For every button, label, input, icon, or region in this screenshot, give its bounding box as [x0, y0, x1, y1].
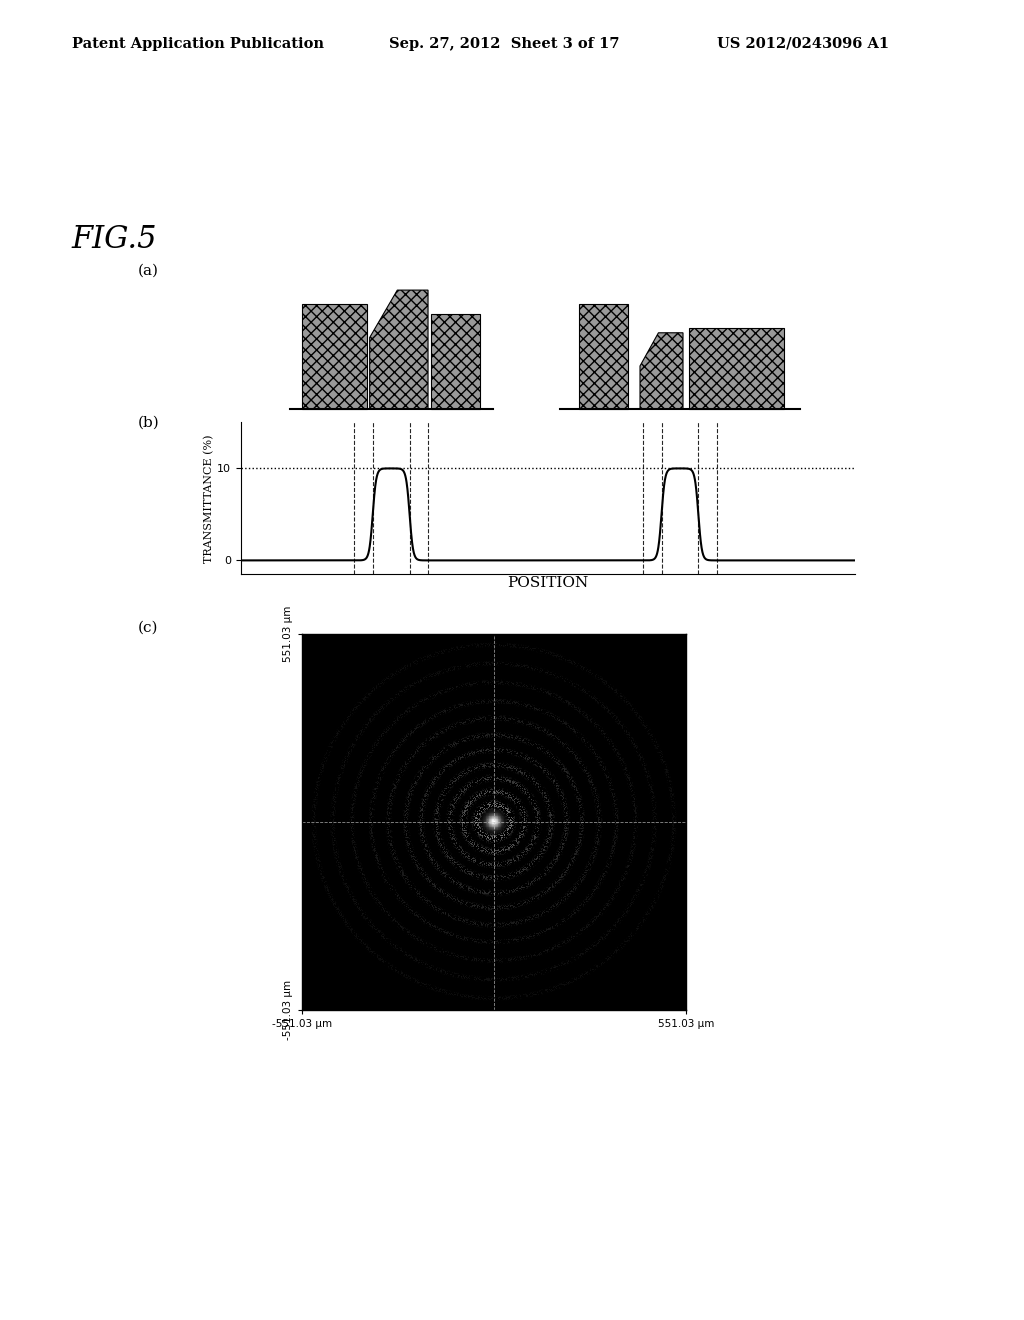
Polygon shape [640, 333, 683, 409]
X-axis label: POSITION: POSITION [507, 576, 589, 590]
Polygon shape [431, 314, 480, 409]
Polygon shape [302, 305, 367, 409]
Text: Patent Application Publication: Patent Application Publication [72, 37, 324, 51]
Polygon shape [370, 290, 428, 409]
Polygon shape [689, 329, 784, 409]
Polygon shape [579, 305, 628, 409]
Y-axis label: TRANSMITTANCE (%): TRANSMITTANCE (%) [204, 434, 214, 562]
Text: Sep. 27, 2012  Sheet 3 of 17: Sep. 27, 2012 Sheet 3 of 17 [389, 37, 620, 51]
Text: (c): (c) [138, 620, 159, 635]
Text: FIG.5: FIG.5 [72, 224, 157, 255]
Text: (a): (a) [138, 264, 160, 279]
Text: US 2012/0243096 A1: US 2012/0243096 A1 [717, 37, 889, 51]
Text: (b): (b) [138, 416, 160, 430]
